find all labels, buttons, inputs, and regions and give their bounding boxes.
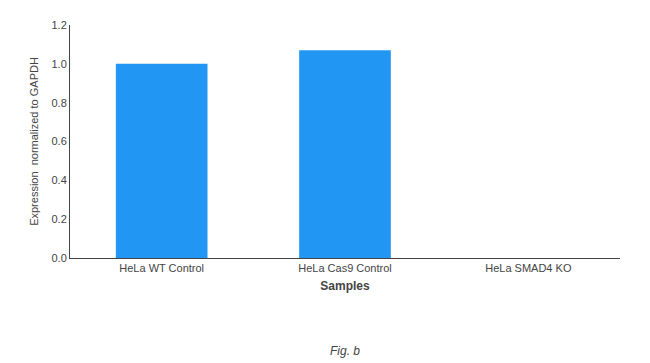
svg-text:HeLa WT Control: HeLa WT Control — [119, 262, 204, 274]
svg-text:0.8: 0.8 — [52, 97, 67, 109]
svg-text:HeLa Cas9 Control: HeLa Cas9 Control — [298, 262, 392, 274]
svg-text:Fig. b: Fig. b — [330, 344, 360, 358]
svg-text:1.0: 1.0 — [52, 58, 67, 70]
svg-text:0.2: 0.2 — [52, 213, 67, 225]
svg-text:Samples: Samples — [320, 279, 370, 293]
svg-text:HeLa SMAD4 KO: HeLa SMAD4 KO — [485, 262, 572, 274]
svg-text:0.0: 0.0 — [52, 252, 67, 264]
svg-text:1.2: 1.2 — [52, 19, 67, 31]
svg-text:0.6: 0.6 — [52, 135, 67, 147]
svg-text:Expression normalized to GAPD: Expression normalized to GAPDH — [28, 57, 40, 226]
svg-text:0.4: 0.4 — [52, 174, 67, 186]
